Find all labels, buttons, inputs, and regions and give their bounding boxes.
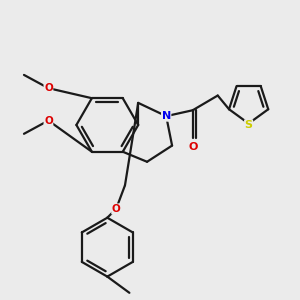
Text: S: S (244, 120, 253, 130)
Text: O: O (188, 142, 197, 152)
Text: O: O (112, 204, 121, 214)
Text: N: N (162, 111, 171, 121)
Text: O: O (44, 83, 53, 93)
Text: O: O (44, 116, 53, 126)
